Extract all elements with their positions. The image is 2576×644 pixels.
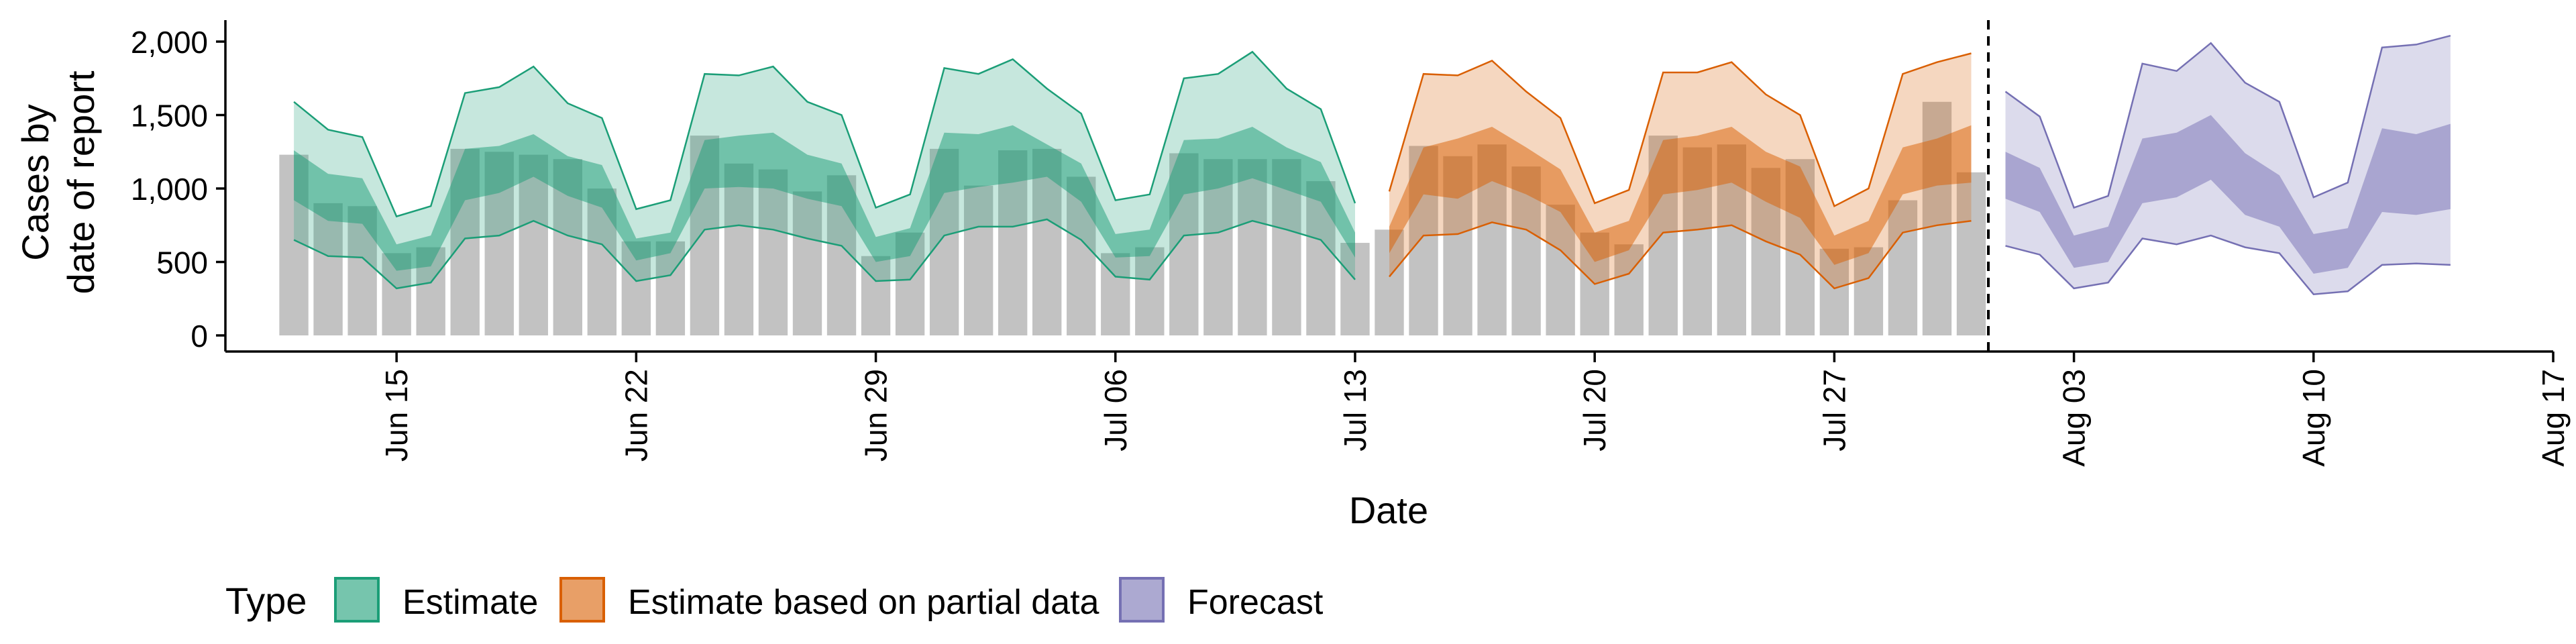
- forecast-band-50: [2005, 115, 2451, 274]
- bar: [1614, 244, 1644, 335]
- y-tick-label: 2,000: [131, 25, 208, 60]
- bar: [1238, 159, 1267, 335]
- bar: [724, 163, 754, 335]
- forecast-upper-line: [2004, 34, 2451, 209]
- estimate-upper-line: [293, 50, 1356, 218]
- bar: [1340, 243, 1370, 335]
- bar: [758, 169, 788, 335]
- forecast-lower-line: [2005, 234, 2451, 296]
- x-axis-ticks: Jun 15 Jun 22 Jun 29 Jul 06 Jul 13 Jul 20 Jul …: [379, 352, 2571, 467]
- estimate-based-on-partial-data-band-50: [1389, 125, 1972, 265]
- bar: [963, 185, 994, 335]
- bar: [655, 241, 686, 335]
- bar: [792, 191, 822, 335]
- x-tick-label: Jul 06: [1098, 369, 1133, 451]
- bar: [519, 154, 548, 335]
- legend-key-forecast: [1119, 577, 1165, 623]
- x-tick-label: Aug 10: [2296, 369, 2331, 467]
- legend-key-estimate: [334, 577, 380, 623]
- x-tick-label: Jun 15: [379, 369, 414, 462]
- y-axis-ticks: 0 500 1,000 1,500 2,000: [131, 25, 225, 354]
- legend: Type Estimate Estimate based on partial d…: [225, 577, 1324, 623]
- bar: [1135, 247, 1165, 335]
- y-tick-label: 1,000: [131, 172, 208, 207]
- bar: [1888, 200, 1918, 335]
- x-tick-label: Jun 22: [619, 369, 653, 462]
- x-tick-label: Jul 13: [1338, 369, 1373, 451]
- y-axis-title-line-1: Cases by: [14, 104, 56, 260]
- estimate-based-on-partial-data-lower-line: [1389, 219, 1972, 290]
- estimate-based-on-partial-data-upper-line: [1388, 52, 1972, 208]
- y-tick-label: 500: [156, 246, 208, 280]
- y-tick-label: 0: [191, 319, 208, 354]
- bar: [1546, 205, 1575, 335]
- estimate-band-50: [294, 125, 1356, 271]
- legend-title: Type: [225, 580, 307, 622]
- bar: [1956, 172, 1986, 335]
- bar: [313, 203, 343, 335]
- legend-label-forecast: Forecast: [1187, 583, 1324, 622]
- bar: [1854, 247, 1884, 335]
- legend-key-estimate-based-on-partial-data: [559, 577, 605, 623]
- estimate-ribbons: [293, 34, 2451, 296]
- y-axis-title-line-2: date of report: [60, 70, 102, 294]
- x-tick-label: Jul 20: [1577, 369, 1612, 451]
- estimate-lower-line: [293, 218, 1356, 290]
- x-axis-title: Date: [1349, 489, 1428, 531]
- bar: [861, 256, 891, 335]
- legend-label-estimate-based-on-partial-data: Estimate based on partial data: [628, 583, 1099, 622]
- x-tick-label: Aug 17: [2536, 369, 2571, 467]
- x-tick-label: Aug 03: [2057, 369, 2092, 467]
- x-tick-label: Jun 29: [859, 369, 894, 462]
- x-tick-label: Jul 27: [1817, 369, 1851, 451]
- legend-label-estimate: Estimate: [402, 583, 538, 622]
- y-tick-label: 1,500: [131, 99, 208, 133]
